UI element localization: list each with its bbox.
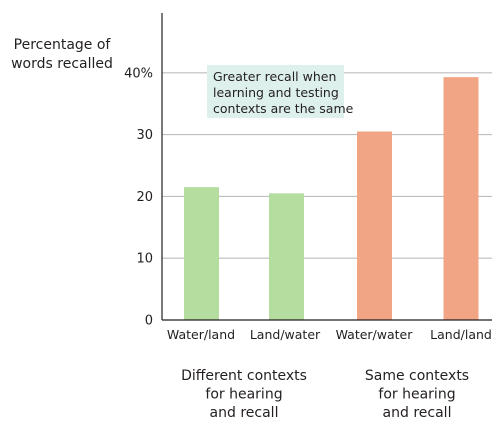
group-label-line: and recall xyxy=(383,405,452,421)
y-tick-label: 0 xyxy=(145,314,153,329)
y-axis-label-line: words recalled xyxy=(11,56,113,72)
y-axis-label: Percentage of words recalled xyxy=(11,37,113,72)
bar-land-water xyxy=(269,193,304,320)
y-tick-label: 30 xyxy=(136,128,153,143)
y-tick-label: 10 xyxy=(136,252,153,267)
bars xyxy=(184,77,479,320)
group-label-line: for hearing xyxy=(205,387,282,403)
annotation-box xyxy=(207,65,344,118)
annotation-line: Greater recall when xyxy=(213,69,336,84)
y-tick-label: 20 xyxy=(136,190,153,205)
annotation-line: learning and testing xyxy=(213,85,339,100)
group-label-line: for hearing xyxy=(378,387,455,403)
category-label: Land/land xyxy=(430,327,492,342)
bar-water-land xyxy=(184,187,219,320)
y-axis-label-line: Percentage of xyxy=(14,37,112,53)
group-labels: Different contexts for hearing and recall S… xyxy=(181,368,469,421)
bar-land-land xyxy=(443,77,479,320)
annotation-line: contexts are the same xyxy=(213,101,354,116)
axes xyxy=(161,13,492,321)
group-label-line: and recall xyxy=(210,405,279,421)
y-tick-labels: 0 10 20 30 40% xyxy=(124,66,153,328)
category-labels: Water/land Land/water Water/water Land/land xyxy=(167,327,492,342)
bar-water-water xyxy=(357,131,392,320)
y-tick-label: 40% xyxy=(124,66,153,81)
group-label-line: Different contexts xyxy=(181,368,307,384)
category-label: Water/water xyxy=(336,327,414,342)
category-label: Land/water xyxy=(250,327,321,342)
category-label: Water/land xyxy=(167,327,235,342)
group-label-line: Same contexts xyxy=(365,368,469,384)
